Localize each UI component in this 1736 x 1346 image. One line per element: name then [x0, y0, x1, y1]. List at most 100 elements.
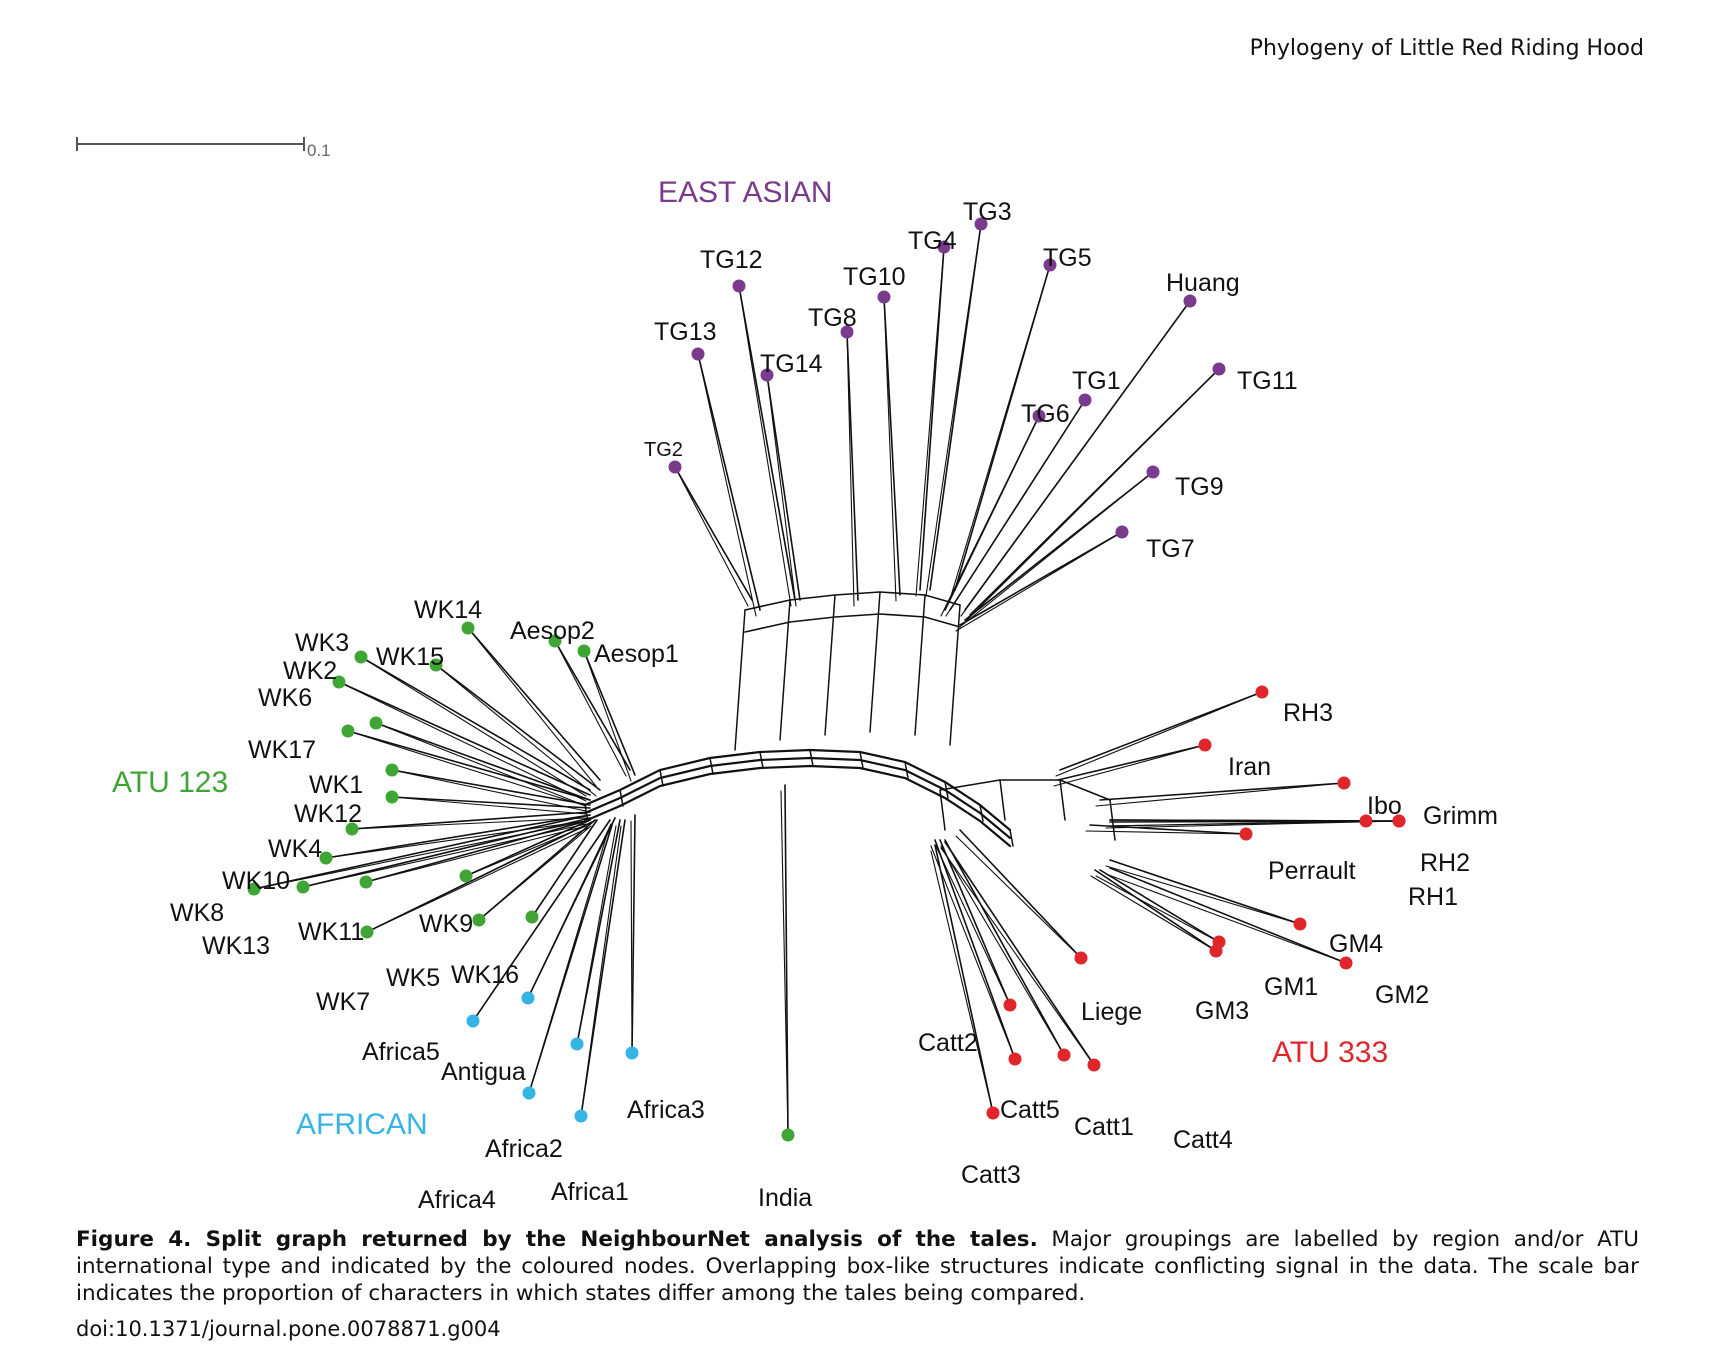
label-tg7: TG7: [1146, 535, 1195, 563]
branch-catt4: [944, 841, 1095, 1066]
label-wk4: WK4: [268, 835, 322, 863]
node-perrault: [1239, 827, 1253, 841]
branch-parallel-india: [780, 790, 789, 1136]
node-tg5: [1043, 258, 1057, 272]
label-wk17: WK17: [248, 736, 316, 764]
label-africa3: Africa3: [627, 1096, 705, 1124]
branch-gm2: [1109, 867, 1347, 964]
branch-parallel-tg5: [950, 264, 1051, 597]
figure-doi: doi:10.1371/journal.pone.0078871.g004: [76, 1317, 501, 1341]
branch-wk4: [351, 811, 591, 830]
branch-wk10: [325, 814, 591, 859]
trunk-box-edge: [744, 591, 961, 611]
branch-wk17: [375, 722, 591, 801]
branch-parallel-gm4: [1105, 865, 1301, 925]
label-wk3: WK3: [295, 629, 349, 657]
branch-parallel-tg12: [738, 285, 792, 607]
label-wk10: WK10: [222, 867, 290, 895]
label-aesop2: Aesop2: [510, 617, 595, 645]
branch-parallel-tg6: [940, 415, 1040, 617]
node-iran: [1198, 738, 1212, 752]
branch-parallel-gm2: [1105, 873, 1347, 964]
label-tg12: TG12: [700, 246, 763, 274]
core-split-edge: [859, 751, 864, 769]
node-india: [781, 1128, 795, 1142]
branch-parallel-aesop2: [554, 640, 627, 777]
branch-parallel-tg11: [965, 368, 1220, 622]
branch-wk1: [391, 769, 591, 806]
branch-parallel-wk1: [391, 769, 587, 812]
branch-tg4: [919, 246, 945, 591]
branch-parallel-gm1: [1095, 875, 1220, 943]
label-tg6: TG6: [1021, 400, 1070, 428]
branch-parallel-wk16: [478, 825, 592, 921]
branch-parallel-catt3: [930, 850, 994, 1114]
branch-iran: [1057, 744, 1206, 781]
node-wk12: [385, 790, 399, 804]
branch-wk5: [366, 821, 593, 933]
node-africa3: [625, 1046, 639, 1060]
node-wk11: [359, 875, 373, 889]
group-label-atu333: ATU 333: [1272, 1036, 1388, 1069]
branch-rh1: [1109, 820, 1400, 823]
core-split-edge: [709, 757, 714, 775]
node-catt2: [1003, 998, 1017, 1012]
label-tg4: TG4: [908, 227, 957, 255]
label-wk7: WK7: [316, 988, 370, 1016]
label-gm1: GM1: [1264, 973, 1318, 1001]
core-arc-edge: [583, 756, 1012, 840]
label-wk8: WK8: [170, 899, 224, 927]
trunk-split-edge: [914, 594, 926, 736]
trunk-split-edge: [949, 604, 961, 746]
node-tg2: [668, 460, 682, 474]
label-gm4: GM4: [1329, 930, 1383, 958]
node-wk6: [341, 724, 355, 738]
label-catt3: Catt3: [961, 1161, 1021, 1189]
branch-parallel-gm3: [1090, 875, 1217, 952]
group-labels: EAST ASIAN ATU 123 AFRICAN ATU 333: [112, 176, 1388, 1141]
branch-catt3: [934, 844, 994, 1114]
branch-wk11: [365, 819, 591, 883]
core-split-edge: [904, 761, 909, 779]
branch-parallel-wk11: [365, 825, 587, 883]
core-split-edge: [759, 751, 764, 769]
node-tg8: [840, 325, 854, 339]
node-wk7: [525, 910, 539, 924]
label-tg14: TG14: [760, 350, 823, 378]
node-tg10: [877, 290, 891, 304]
taxon-nodes: [247, 217, 1406, 1142]
node-tg4: [937, 240, 951, 254]
label-africa2: Africa2: [485, 1135, 563, 1163]
node-wk8: [247, 882, 261, 896]
core-split-edge: [979, 804, 984, 822]
node-rh1: [1392, 814, 1406, 828]
branch-perrault: [1089, 824, 1247, 835]
label-aesop1: Aesop1: [594, 640, 679, 668]
node-africa2: [570, 1037, 584, 1051]
label-wk13: WK13: [202, 932, 270, 960]
branch-parallel-africa5: [472, 825, 607, 1022]
branch-parallel-wk2: [338, 681, 587, 802]
branch-tg14: [766, 374, 801, 601]
branch-parallel-tg2: [674, 466, 749, 607]
label-antigua: Antigua: [441, 1058, 526, 1086]
branch-parallel-tg9: [960, 471, 1154, 627]
label-gm2: GM2: [1375, 981, 1429, 1009]
label-wk11: WK11: [298, 918, 364, 946]
label-wk14: WK14: [414, 596, 482, 624]
node-tg11: [1212, 362, 1226, 376]
branch-parallel-wk5: [366, 827, 589, 933]
branch-aesop2: [554, 640, 631, 771]
node-gm4: [1293, 917, 1307, 931]
node-rh3: [1255, 685, 1269, 699]
node-tg6: [1032, 409, 1046, 423]
node-gm3: [1209, 944, 1223, 958]
branch-parallel-wk3: [360, 656, 587, 797]
label-tg2: TG2: [644, 439, 683, 461]
node-grimm: [1359, 814, 1373, 828]
node-wk13: [296, 880, 310, 894]
branch-parallel-antigua: [527, 823, 612, 999]
node-wk10: [319, 851, 333, 865]
branch-parallel-tg10: [883, 296, 897, 602]
